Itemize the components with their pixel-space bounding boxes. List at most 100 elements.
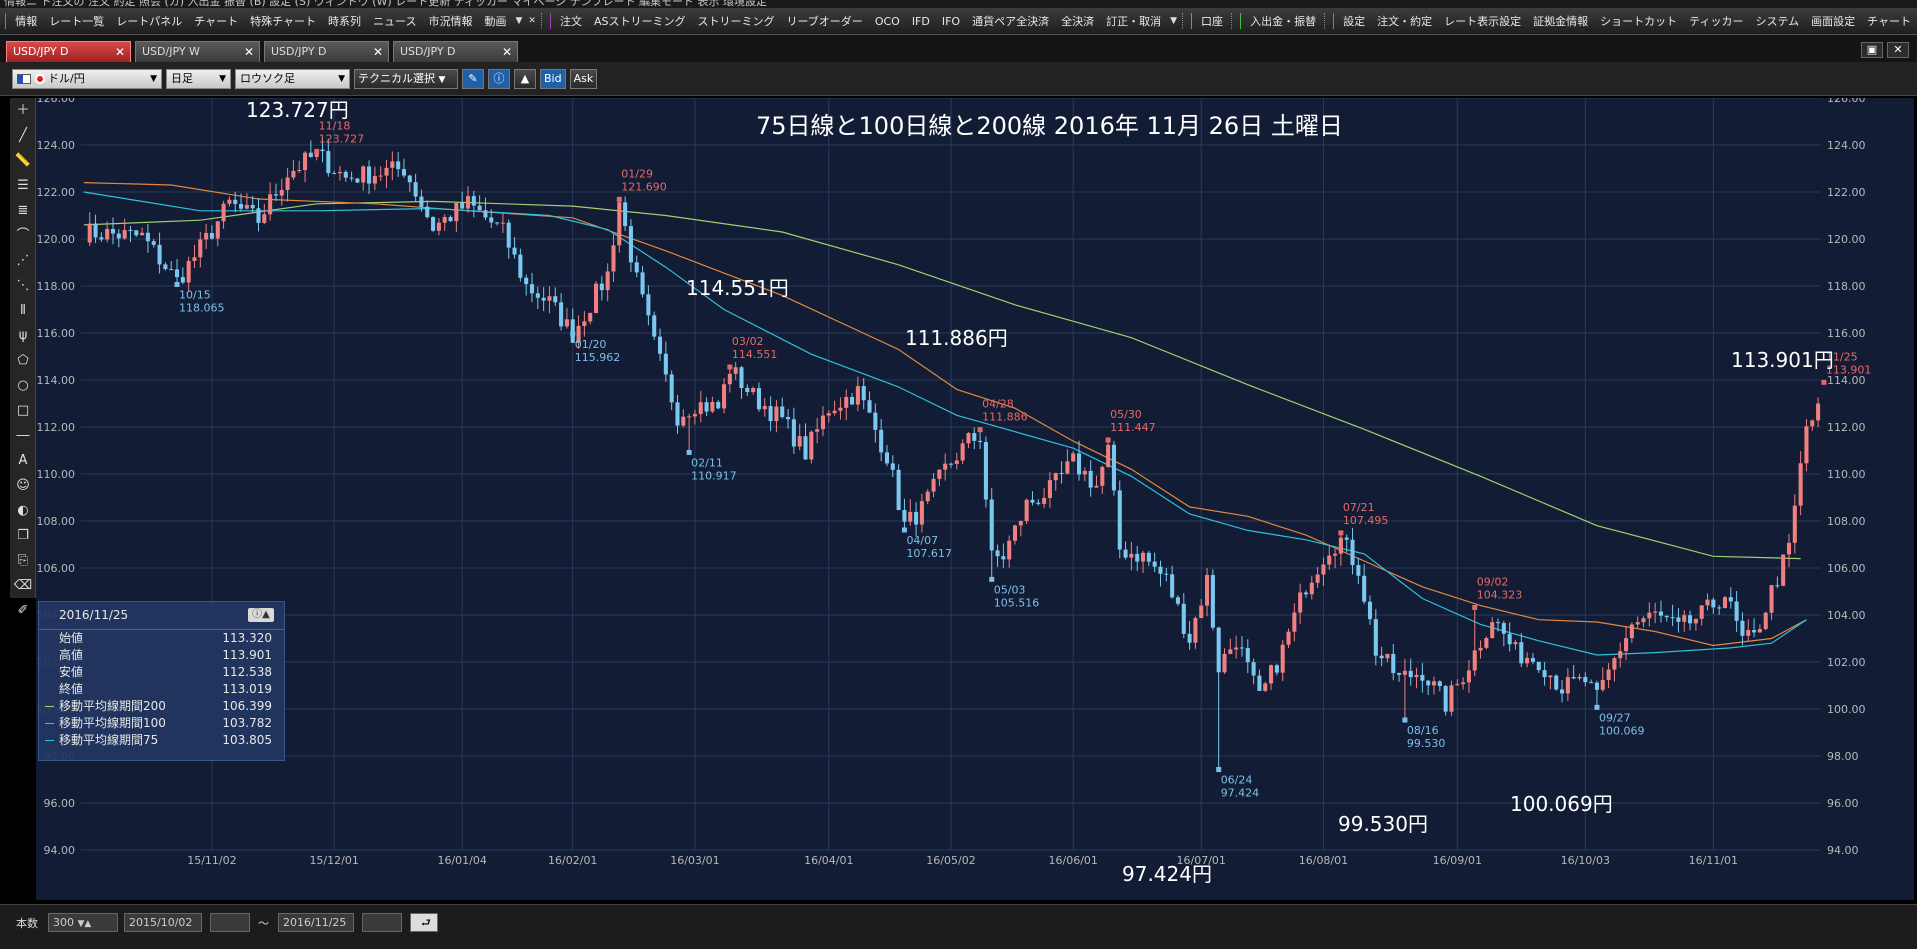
magnet-icon[interactable]: ◐	[17, 503, 29, 518]
smiley-icon[interactable]: ☺	[16, 478, 30, 493]
menu-item-pair-settle[interactable]: 通貨ペア全決済	[972, 14, 1050, 28]
menu-item-chart[interactable]: チャート	[194, 14, 239, 28]
vertical-lines-icon[interactable]: ⦀	[20, 303, 26, 318]
menu-item-timeseries[interactable]: 時系列	[328, 14, 361, 28]
menu-item-shortcut[interactable]: ショートカット	[1600, 14, 1678, 28]
mountain-chart-button[interactable]: ▲	[514, 68, 536, 89]
menu-item-ifo[interactable]: IFO	[941, 14, 961, 28]
eraser-icon[interactable]: ⌫	[13, 578, 33, 593]
fibonacci-arc-icon[interactable]: ⌒	[16, 228, 30, 243]
menu-item-streaming[interactable]: ストリーミング	[697, 14, 775, 28]
eraser-all-icon[interactable]: ✐	[17, 603, 29, 618]
trendline-icon[interactable]: ╱	[19, 128, 27, 143]
candle-body	[1752, 630, 1757, 633]
maximize-icon[interactable]: ▣	[1861, 42, 1883, 58]
menu-item-account[interactable]: 口座	[1201, 14, 1224, 28]
menu-item-screen-settings[interactable]: 画面設定	[1811, 14, 1856, 28]
candle-body	[890, 463, 895, 470]
menu-item-rate-list[interactable]: レート一覧	[49, 14, 105, 28]
ma100-swatch	[45, 723, 54, 724]
ruler-icon[interactable]: 📏	[14, 153, 32, 168]
close-icon[interactable]: ✕	[372, 45, 383, 59]
timeframe-select[interactable]: 日足 ▼	[166, 68, 231, 89]
chart-type-select[interactable]: ロウソク足 ▼	[235, 68, 350, 89]
menu-item-order-fill[interactable]: 注文・約定	[1377, 14, 1433, 28]
menu-item-oco[interactable]: OCO	[874, 14, 900, 28]
menu-item-modify-cancel[interactable]: 訂正・取消	[1106, 14, 1162, 28]
menu-item-ticker[interactable]: ティッカー	[1689, 14, 1744, 28]
menu-item-market-info[interactable]: 市況情報	[428, 14, 473, 28]
tab-usdjpy-d-2[interactable]: USD/JPY D ✕	[264, 41, 389, 62]
close-icon[interactable]: ✕	[114, 45, 125, 59]
tab-usdjpy-w[interactable]: USD/JPY W ✕	[135, 41, 260, 62]
low-marker	[1402, 717, 1408, 723]
to-time-input[interactable]	[362, 913, 402, 932]
candle-body	[722, 384, 727, 409]
from-date-input[interactable]: 2015/10/02	[124, 913, 202, 932]
menu-item-order[interactable]: 注文	[559, 14, 582, 28]
info-button[interactable]: ⓘ	[488, 68, 510, 89]
menu-item-deposit[interactable]: 入出金・振替	[1250, 14, 1317, 28]
menu-item-special-chart[interactable]: 特殊チャート	[250, 14, 316, 28]
menu-item-leave-order[interactable]: リーブオーダー	[786, 14, 863, 28]
candle-body	[215, 221, 220, 239]
tab-usdjpy-d-3[interactable]: USD/JPY D ✕	[393, 41, 518, 62]
pitchfork-icon[interactable]: ψ	[18, 328, 28, 343]
menu-item-settle-all[interactable]: 全決済	[1061, 14, 1095, 28]
crosshair-icon[interactable]: ＋	[16, 103, 30, 118]
channel-icon[interactable]: ≣	[17, 203, 29, 218]
fan-lines-alt-icon[interactable]: ⋱	[16, 278, 30, 293]
candle-body	[1391, 653, 1396, 674]
horizontal-line-icon[interactable]: ―	[16, 428, 30, 443]
candle-body	[1199, 605, 1204, 619]
horizontal-lines-icon[interactable]: ☰	[17, 178, 29, 193]
candle-body	[850, 396, 855, 405]
price-chart[interactable]: 126.00 126.00 124.00 124.00 122.00 122.00 120.…	[36, 98, 1914, 900]
info-collapse-icon[interactable]: ⓘ▲	[248, 608, 274, 622]
draw-pen-button[interactable]: ✎	[462, 68, 484, 89]
close-icon[interactable]: ✕	[501, 45, 512, 59]
menu-item-settings[interactable]: 設定	[1343, 14, 1366, 28]
candle-body	[646, 294, 651, 316]
menu-item-chart-settings[interactable]: チャート	[1867, 14, 1912, 28]
candle-body	[495, 222, 500, 224]
candle-body	[407, 175, 412, 183]
candle-body	[943, 463, 948, 470]
paste-icon[interactable]: ⎘	[17, 553, 29, 568]
menu-item-video[interactable]: 動画	[484, 14, 507, 28]
menu-item-margin-info[interactable]: 証拠金情報	[1533, 14, 1589, 28]
to-date-input[interactable]: 2016/11/25	[278, 913, 354, 932]
fan-lines-icon[interactable]: ⋰	[16, 253, 30, 268]
menu-item-info[interactable]: 情報	[15, 14, 38, 28]
bars-count-input[interactable]: 300 ▼▲	[48, 913, 118, 932]
tab-usdjpy-d-1[interactable]: USD/JPY D ✕	[6, 41, 131, 62]
dropdown-icon[interactable]: ▼	[515, 16, 523, 26]
x-tick-label: 16/04/01	[804, 854, 853, 867]
copy-icon[interactable]: ❐	[17, 528, 29, 543]
menu-item-ifd[interactable]: IFD	[911, 14, 930, 28]
dropdown-icon[interactable]: ▼	[1170, 16, 1178, 26]
bid-button[interactable]: Bid	[540, 68, 566, 89]
candle-body	[948, 463, 954, 465]
pentagon-icon[interactable]: ⬠	[17, 353, 29, 368]
candle-body	[1263, 683, 1268, 691]
circle-icon[interactable]: ○	[17, 378, 29, 393]
menu-item-news[interactable]: ニュース	[373, 14, 417, 28]
menu-item-system[interactable]: システム	[1755, 14, 1800, 28]
rectangle-icon[interactable]: □	[16, 403, 30, 418]
menu-item-as-streaming[interactable]: ASストリーミング	[593, 14, 686, 28]
technical-select-button[interactable]: テクニカル選択 ▼	[354, 68, 458, 89]
annotation-price: 121.690	[621, 180, 667, 193]
menu-item-rate-panel[interactable]: レートパネル	[116, 14, 183, 28]
close-icon[interactable]: ✕	[243, 45, 254, 59]
menu-item-rate-display[interactable]: レート表示設定	[1444, 14, 1522, 28]
candle-body	[1426, 680, 1431, 686]
currency-pair-select[interactable]: ドル/円 ▼	[12, 68, 162, 89]
text-icon[interactable]: A	[18, 453, 28, 468]
ask-button[interactable]: Ask	[569, 68, 598, 89]
chevron-down-icon[interactable]: ▼▲	[77, 919, 92, 929]
close-window-icon[interactable]: ✕	[1887, 42, 1909, 58]
apply-button[interactable]: ⮐	[410, 913, 438, 932]
close-icon[interactable]: ✕	[528, 16, 536, 26]
from-time-input[interactable]	[210, 913, 250, 932]
